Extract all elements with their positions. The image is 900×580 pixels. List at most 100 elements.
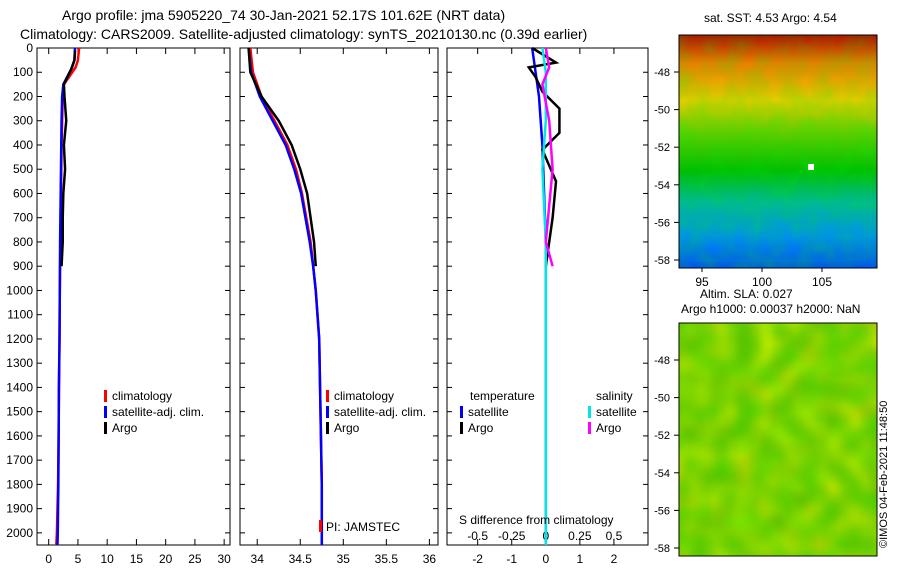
- sst-map-frame: [678, 34, 878, 269]
- depth-tick-label: 1800: [6, 477, 33, 491]
- depth-tick-label: 0: [26, 41, 33, 55]
- depth-tick-label: 1500: [6, 405, 33, 419]
- x-tick2-label: 0.25: [568, 529, 592, 543]
- legend-salinity-title: salinity: [596, 389, 633, 403]
- map-lat-label: -52: [654, 142, 670, 154]
- x-tick-label: 35.5: [375, 552, 399, 566]
- legend-satellite-swatch: [104, 406, 107, 418]
- salinity-series-argo: [247, 47, 318, 267]
- legend-satellite-swatch: [326, 406, 329, 418]
- depth-tick-label: 1900: [6, 502, 33, 516]
- x-tick-label: 1: [577, 552, 584, 566]
- legend-temperature-title: temperature: [470, 389, 535, 403]
- depth-tick-label: 1700: [6, 453, 33, 467]
- imos-watermark: ©IMOS 04-Feb-2021 11:48:50: [878, 400, 890, 548]
- map-lat-label: -56: [654, 217, 670, 229]
- sst-map-texture: [679, 35, 877, 268]
- x-tick2-label: -0.25: [498, 529, 526, 543]
- difference-xlabel: S difference from climatology: [459, 513, 614, 527]
- map-lat-label: -50: [654, 393, 670, 405]
- x-tick-label: 35: [337, 552, 351, 566]
- legend-satellite-label: satellite-adj. clim.: [112, 405, 204, 419]
- difference-series-temperature-argo: [526, 46, 561, 267]
- legend-sal-satellite-swatch: [588, 406, 591, 418]
- sla-map-frame: [678, 322, 878, 557]
- difference-series-temperature-satellite: [530, 47, 548, 545]
- difference-frame: [446, 47, 649, 546]
- difference-series-salinity-satellite: [541, 47, 548, 545]
- map-lat-label: -54: [654, 180, 670, 192]
- depth-tick-label: 600: [13, 186, 33, 200]
- sla-map: Altim. SLA: 0.027 Argo h1000: 0.00037 h2…: [654, 287, 878, 557]
- temperature-panel: 0100200300400500600700800900100011001200…: [6, 41, 231, 566]
- x-tick-label: 0: [542, 552, 549, 566]
- map-lon-label: 95: [695, 275, 709, 289]
- legend-climatology-swatch: [326, 390, 329, 402]
- map-lat-label: -50: [654, 105, 670, 117]
- x-tick-label: -1: [506, 552, 517, 566]
- map-lat-label: -52: [654, 430, 670, 442]
- map-lon-label: 105: [812, 275, 832, 289]
- salinity-series-climatology: [249, 47, 324, 545]
- x-tick-label: 30: [217, 552, 231, 566]
- x-tick-label: 34.5: [289, 552, 313, 566]
- x-tick-label: 25: [188, 552, 202, 566]
- salinity-legend: climatology satellite-adj. clim. Argo: [326, 389, 426, 435]
- argo-position-marker: [808, 164, 814, 170]
- pi-swatch: [319, 520, 322, 532]
- sla-map-title-2: Argo h1000: 0.00037 h2000: NaN: [681, 302, 860, 316]
- map-lat-label: -54: [654, 468, 670, 480]
- x-tick-label: 20: [159, 552, 173, 566]
- map-lat-label: -58: [654, 543, 670, 555]
- x-tick-label: 0: [45, 552, 52, 566]
- depth-tick-label: 2000: [6, 526, 33, 540]
- depth-tick-label: 200: [13, 89, 33, 103]
- map-lat-label: -58: [654, 255, 670, 267]
- depth-tick-label: 700: [13, 211, 33, 225]
- sla-map-title-1: Altim. SLA: 0.027: [700, 287, 793, 301]
- title-line-2: Climatology: CARS2009. Satellite-adjuste…: [20, 26, 588, 42]
- temperature-series-argo: [60, 50, 77, 267]
- depth-tick-label: 400: [13, 138, 33, 152]
- legend-temp-satellite-swatch: [460, 406, 463, 418]
- depth-tick-label: 300: [13, 114, 33, 128]
- x-tick2-label: -0.5: [467, 529, 488, 543]
- legend-temp-satellite-label: satellite: [468, 405, 509, 419]
- depth-tick-label: 1200: [6, 332, 33, 346]
- sst-map-title: sat. SST: 4.53 Argo: 4.54: [704, 11, 837, 25]
- legend-argo-label: Argo: [334, 421, 360, 435]
- map-lat-label: -48: [654, 355, 670, 367]
- sla-map-texture: [679, 323, 877, 556]
- depth-tick-label: 1400: [6, 380, 33, 394]
- salinity-frame: [239, 47, 439, 546]
- x-tick-label: 34: [251, 552, 265, 566]
- map-lon-label: 100: [752, 275, 772, 289]
- legend-satellite-label: satellite-adj. clim.: [334, 405, 426, 419]
- difference-panel: -2 -1 0 1 2-0.5 -0.25 0 0.25 0.5 temperature sal…: [446, 46, 649, 566]
- temperature-frame: [36, 47, 231, 546]
- pi-label: PI: JAMSTEC: [326, 520, 400, 534]
- x-tick-label: -2: [472, 552, 483, 566]
- map-lat-label: -56: [654, 505, 670, 517]
- depth-tick-label: 900: [13, 259, 33, 273]
- x-tick-label: 36: [423, 552, 437, 566]
- depth-tick-label: 800: [13, 235, 33, 249]
- difference-series-salinity-argo: [541, 47, 554, 267]
- x-tick-label: 10: [101, 552, 115, 566]
- legend-sal-satellite-label: satellite: [596, 405, 637, 419]
- legend-climatology-label: climatology: [112, 389, 172, 403]
- legend-temp-argo-label: Argo: [468, 421, 494, 435]
- depth-tick-label: 1000: [6, 283, 33, 297]
- depth-tick-label: 1300: [6, 356, 33, 370]
- map-lat-label: -48: [654, 67, 670, 79]
- depth-tick-label: 500: [13, 162, 33, 176]
- legend-climatology-label: climatology: [334, 389, 394, 403]
- sst-map: sat. SST: 4.53 Argo: 4.54 -48 -50 -52 -54 -5…: [654, 11, 878, 289]
- legend-climatology-swatch: [104, 390, 107, 402]
- x-tick-label: 15: [130, 552, 144, 566]
- title-line-1: Argo profile: jma 5905220_74 30-Jan-2021…: [62, 7, 506, 23]
- legend-temp-argo-swatch: [460, 422, 463, 434]
- legend-argo-label: Argo: [112, 421, 138, 435]
- legend-sal-argo-swatch: [588, 422, 591, 434]
